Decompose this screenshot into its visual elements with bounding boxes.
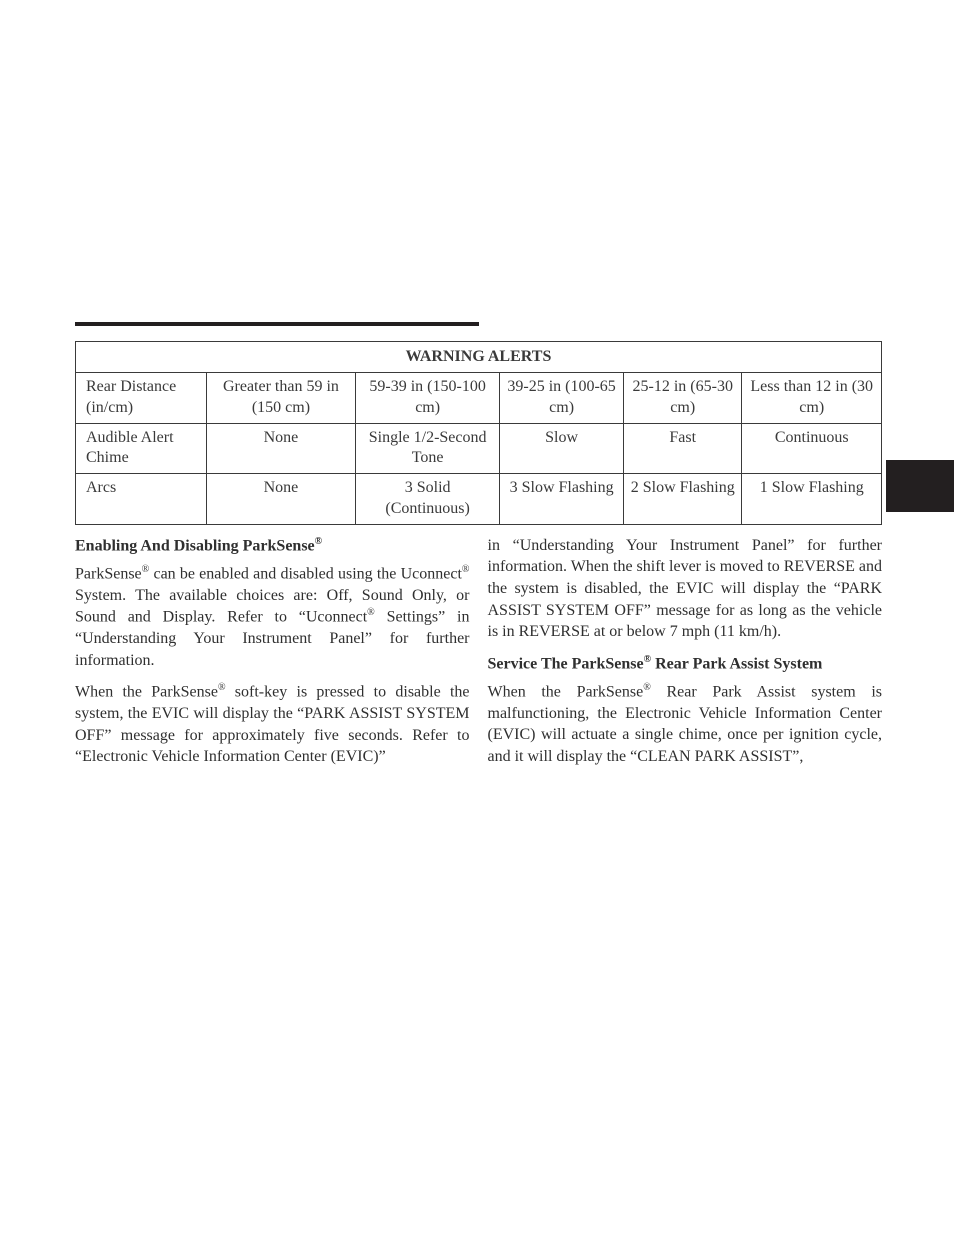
col-header-2: 59-39 in (150-100 cm) (356, 373, 500, 424)
table-row: Audible Alert Chime None Single 1/2-Seco… (76, 423, 882, 474)
row-label-chime: Audible Alert Chime (76, 423, 207, 474)
warning-alerts-table: WARNING ALERTS Rear Distance (in/cm) Gre… (75, 341, 882, 525)
col-header-distance: Rear Distance (in/cm) (76, 373, 207, 424)
registered-icon: ® (218, 682, 226, 693)
right-heading-text-b: Rear Park Assist System (651, 655, 822, 672)
row-label-arcs: Arcs (76, 474, 207, 525)
col-header-3: 39-25 in (100-65 cm) (500, 373, 624, 424)
table-row: Arcs None 3 Solid (Continuous) 3 Slow Fl… (76, 474, 882, 525)
left-p1: ParkSense ® can be enabled and disabled u… (75, 563, 470, 672)
registered-icon: ® (315, 536, 322, 547)
col-header-4: 25-12 in (65-30 cm) (624, 373, 742, 424)
right-column: in “Understanding Your Instrument Panel”… (488, 535, 883, 778)
cell: Fast (624, 423, 742, 474)
text-run: can be enabled and disabled using the Uc… (149, 565, 462, 582)
cell: None (206, 423, 355, 474)
page-edge-tab (886, 460, 954, 512)
registered-icon: ® (644, 654, 651, 665)
cell: Slow (500, 423, 624, 474)
right-heading-text-a: Service The ParkSense (488, 655, 644, 672)
table-title-row: WARNING ALERTS (76, 342, 882, 373)
section-rule (75, 322, 479, 326)
page-content: WARNING ALERTS Rear Distance (in/cm) Gre… (75, 322, 882, 778)
text-columns: Enabling And Disabling ParkSense® ParkSe… (75, 535, 882, 778)
registered-icon: ® (367, 607, 375, 618)
left-column: Enabling And Disabling ParkSense® ParkSe… (75, 535, 470, 778)
right-heading: Service The ParkSense® Rear Park Assist … (488, 653, 883, 675)
left-p2: When the ParkSense® soft-key is pressed … (75, 681, 470, 768)
registered-icon: ® (643, 682, 651, 693)
cell: Continuous (742, 423, 882, 474)
cell: Single 1/2-Second Tone (356, 423, 500, 474)
cell: 1 Slow Flashing (742, 474, 882, 525)
table-header-row: Rear Distance (in/cm) Greater than 59 in… (76, 373, 882, 424)
cell: 3 Slow Flashing (500, 474, 624, 525)
text-run: ParkSense (75, 565, 142, 582)
table-title: WARNING ALERTS (76, 342, 882, 373)
col-header-1: Greater than 59 in (150 cm) (206, 373, 355, 424)
left-heading: Enabling And Disabling ParkSense® (75, 535, 470, 557)
left-heading-text: Enabling And Disabling ParkSense (75, 537, 315, 554)
col-header-distance-text: Rear Distance (in/cm) (86, 378, 176, 416)
col-header-5: Less than 12 in (30 cm) (742, 373, 882, 424)
text-run: When the ParkSense (75, 684, 218, 701)
text-run: When the ParkSense (488, 683, 644, 700)
cell: 2 Slow Flashing (624, 474, 742, 525)
cell: None (206, 474, 355, 525)
registered-icon: ® (462, 564, 470, 575)
right-p2: When the ParkSense® Rear Park Assist sys… (488, 681, 883, 768)
cell: 3 Solid (Continuous) (356, 474, 500, 525)
right-p1: in “Understanding Your Instrument Panel”… (488, 535, 883, 643)
